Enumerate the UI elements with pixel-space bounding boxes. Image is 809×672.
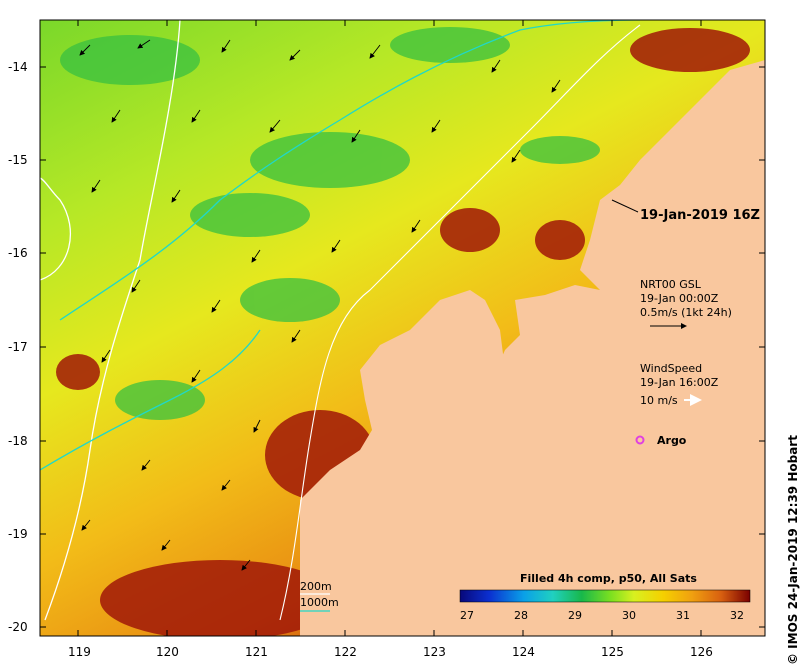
- isobath-200m-label: 200m: [300, 580, 332, 593]
- currents-legend-time: 19-Jan 00:00Z: [640, 292, 719, 305]
- lon-tick-label: 124: [512, 645, 535, 659]
- wind-legend: WindSpeed 19-Jan 16:00Z 10 m/s: [640, 362, 719, 407]
- time-label-pointer: [611, 199, 639, 213]
- colorbar-tick: 29: [568, 609, 582, 622]
- lon-tick-label: 126: [690, 645, 713, 659]
- argo-marker-icon: [635, 435, 645, 445]
- colorbar-tick: 30: [622, 609, 636, 622]
- currents-legend-title: NRT00 GSL: [640, 278, 702, 291]
- colorbar-tick: 32: [730, 609, 744, 622]
- colorbar: Filled 4h comp, p50, All Sats 27 28 29 3…: [459, 572, 751, 622]
- latitude-axis: -14 -15 -16 -17 -18 -19 -20: [8, 60, 765, 634]
- isobath-inner: [279, 24, 641, 621]
- map-frame: [39, 19, 766, 637]
- argo-legend: Argo: [635, 434, 687, 447]
- colorbar-ramp: [459, 589, 751, 603]
- argo-label: Argo: [657, 434, 687, 447]
- lat-tick-label: -20: [8, 620, 28, 634]
- wind-legend-time: 19-Jan 16:00Z: [640, 376, 719, 389]
- colorbar-tick: 28: [514, 609, 528, 622]
- lat-tick-label: -17: [8, 340, 28, 354]
- wind-legend-title: WindSpeed: [640, 362, 702, 375]
- lat-tick-label: -14: [8, 60, 28, 74]
- colorbar-title: Filled 4h comp, p50, All Sats: [520, 572, 697, 585]
- currents-legend-scale: 0.5m/s (1kt 24h): [640, 306, 732, 319]
- lon-tick-label: 123: [423, 645, 446, 659]
- lon-tick-label: 121: [245, 645, 268, 659]
- lat-tick-label: -19: [8, 527, 28, 541]
- isobath-legend: 200m 1000m: [300, 580, 339, 612]
- lat-tick-label: -16: [8, 246, 28, 260]
- isobath-1000m: [44, 20, 181, 621]
- currents-legend: NRT00 GSL 19-Jan 00:00Z 0.5m/s (1kt 24h): [640, 278, 732, 329]
- current-vectors: [79, 39, 561, 571]
- isobath-1000m-label: 1000m: [300, 596, 339, 609]
- lon-tick-label: 120: [156, 645, 179, 659]
- lat-tick-label: -18: [8, 434, 28, 448]
- lon-tick-label: 119: [68, 645, 91, 659]
- isobath-200m-b: [40, 329, 261, 471]
- imos-credit: © IMOS 24-Jan-2019 12:39 Hobart: [786, 435, 800, 665]
- lon-tick-label: 122: [334, 645, 357, 659]
- longitude-axis: 119 120 121 122 123 124 125 126: [68, 20, 713, 659]
- isobath-200m: [59, 20, 641, 321]
- lon-tick-label: 125: [601, 645, 624, 659]
- image-time-label: 19-Jan-2019 16Z: [640, 208, 760, 223]
- colorbar-tick: 31: [676, 609, 690, 622]
- cool-water-patches: [60, 27, 600, 420]
- wind-legend-scale: 10 m/s: [640, 394, 678, 407]
- land-kimberley: [300, 60, 765, 636]
- isobath-1000m-b: [40, 177, 72, 281]
- warm-water-patches: [56, 28, 750, 636]
- lat-tick-label: -15: [8, 153, 28, 167]
- colorbar-tick: 27: [460, 609, 474, 622]
